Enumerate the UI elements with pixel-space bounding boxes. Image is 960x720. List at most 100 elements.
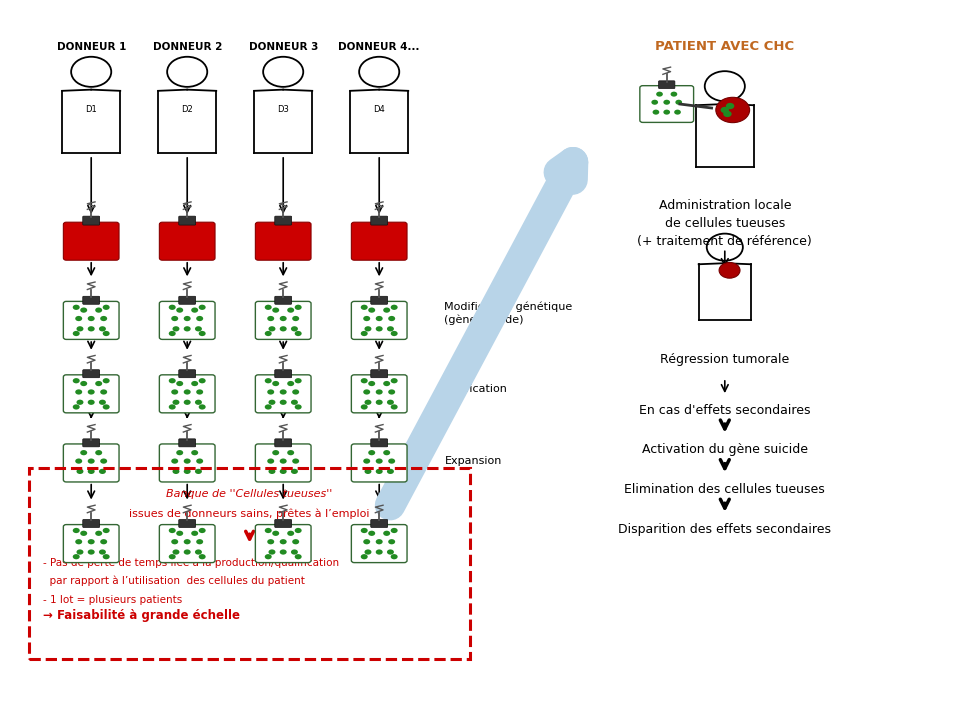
FancyBboxPatch shape [83,370,100,378]
Circle shape [77,326,84,331]
Circle shape [365,400,372,405]
FancyBboxPatch shape [639,86,693,122]
Circle shape [287,450,294,455]
Circle shape [363,459,371,464]
Circle shape [388,459,396,464]
Circle shape [369,531,375,536]
Circle shape [171,539,179,544]
Circle shape [173,469,180,474]
Circle shape [87,316,95,321]
Text: D3: D3 [277,105,289,114]
Circle shape [375,539,383,544]
FancyBboxPatch shape [351,375,407,413]
Circle shape [291,469,298,474]
Circle shape [279,390,287,395]
Circle shape [279,459,287,464]
Circle shape [361,528,368,533]
Circle shape [653,109,660,114]
Circle shape [183,549,191,554]
Circle shape [199,305,205,310]
FancyBboxPatch shape [255,444,311,482]
Circle shape [191,381,198,386]
Circle shape [391,378,397,383]
Text: Disparition des effets secondaires: Disparition des effets secondaires [618,523,831,536]
FancyBboxPatch shape [179,520,196,528]
FancyBboxPatch shape [179,439,196,447]
Circle shape [387,549,394,554]
Circle shape [365,469,372,474]
Circle shape [199,405,205,410]
Circle shape [191,450,198,455]
Text: Purification: Purification [444,384,507,394]
Circle shape [99,469,106,474]
Circle shape [657,91,663,96]
Circle shape [173,400,180,405]
Circle shape [95,307,102,312]
Text: Modification génétique
(gène suicide): Modification génétique (gène suicide) [444,302,573,325]
FancyBboxPatch shape [159,302,215,339]
Circle shape [391,405,397,410]
Circle shape [95,531,102,536]
Circle shape [361,331,368,336]
Circle shape [265,528,272,533]
Circle shape [295,331,301,336]
Circle shape [177,450,183,455]
Circle shape [670,91,678,96]
Circle shape [103,305,109,310]
FancyBboxPatch shape [63,222,119,260]
Circle shape [87,469,95,474]
Circle shape [663,99,670,104]
Circle shape [195,469,202,474]
Circle shape [361,305,368,310]
Circle shape [73,405,80,410]
Text: - Pas de perte de temps liée à la production/qualification: - Pas de perte de temps liée à la produc… [43,557,339,567]
Circle shape [196,459,204,464]
Circle shape [292,539,300,544]
Circle shape [173,549,180,554]
Circle shape [169,331,176,336]
FancyBboxPatch shape [179,216,196,225]
Circle shape [77,400,84,405]
Circle shape [375,459,383,464]
Circle shape [199,331,205,336]
FancyBboxPatch shape [83,297,100,305]
Circle shape [369,381,375,386]
Circle shape [173,326,180,331]
Text: DONNEUR 4...: DONNEUR 4... [339,42,420,52]
Circle shape [87,549,95,554]
FancyBboxPatch shape [351,525,407,562]
Text: Activation du gène suicide: Activation du gène suicide [642,444,807,456]
Circle shape [103,554,109,559]
FancyBboxPatch shape [371,520,388,528]
Circle shape [363,390,371,395]
Circle shape [375,400,383,405]
Circle shape [100,539,108,544]
Circle shape [100,459,108,464]
Text: Banque de ''Cellules tueuses'': Banque de ''Cellules tueuses'' [166,489,333,499]
Circle shape [273,450,279,455]
Circle shape [292,316,300,321]
Circle shape [291,549,298,554]
FancyBboxPatch shape [159,444,215,482]
Circle shape [383,450,390,455]
Circle shape [391,331,397,336]
Circle shape [196,539,204,544]
Circle shape [388,316,396,321]
Circle shape [287,381,294,386]
Circle shape [196,390,204,395]
Circle shape [95,450,102,455]
Circle shape [177,531,183,536]
FancyBboxPatch shape [255,302,311,339]
Text: Expansion: Expansion [444,456,502,466]
Circle shape [292,459,300,464]
Circle shape [287,531,294,536]
Circle shape [183,316,191,321]
Circle shape [279,400,287,405]
Circle shape [295,305,301,310]
Circle shape [387,469,394,474]
FancyBboxPatch shape [63,375,119,413]
Circle shape [169,528,176,533]
FancyBboxPatch shape [371,297,388,305]
Circle shape [75,539,83,544]
Circle shape [169,378,176,383]
